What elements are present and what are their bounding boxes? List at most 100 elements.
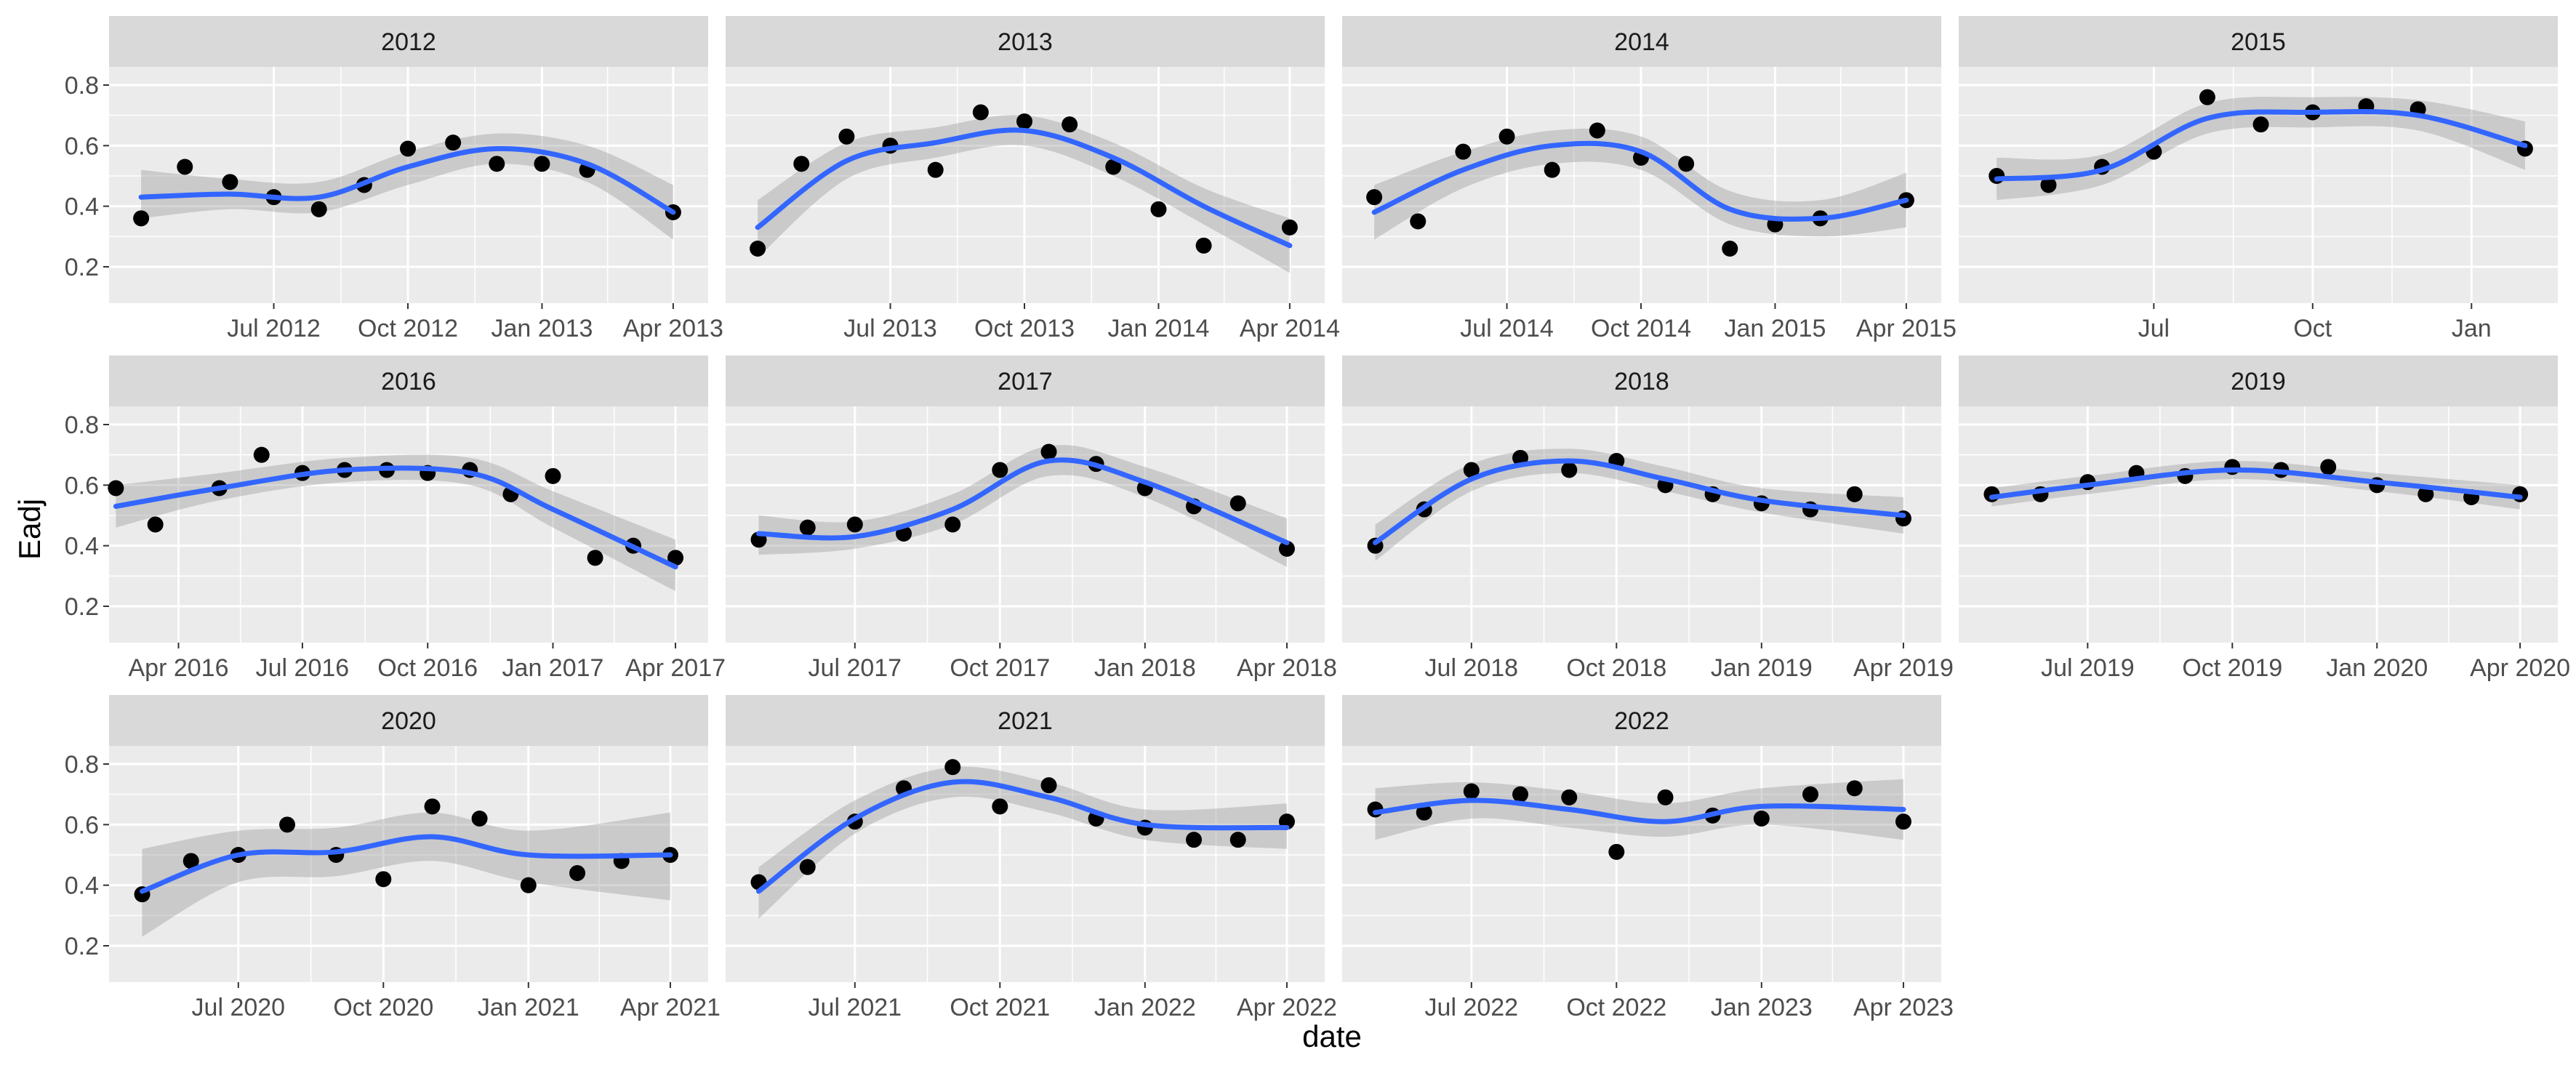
y-tick-label: 0.8: [65, 72, 99, 100]
data-point: [399, 140, 416, 157]
panel-background: [1959, 406, 2558, 643]
x-tick-label: Apr 2013: [623, 315, 723, 342]
data-point: [944, 759, 961, 776]
data-point: [2040, 177, 2057, 193]
smooth-line: [1373, 797, 1906, 824]
data-point: [992, 798, 1008, 815]
x-tick-label: Jul 2020: [192, 994, 286, 1021]
data-point: [1463, 462, 1480, 478]
data-point: [972, 104, 989, 121]
facet-2016: 2016 0.2 0.4 0.6 0.8 Apr 2016 Jul 2016 Oct 2016…: [65, 355, 726, 682]
facet-strip: [1959, 355, 2558, 406]
data-point: [799, 859, 816, 875]
confidence-band: [758, 115, 1290, 273]
facet-strip: [726, 695, 1325, 746]
x-tick-label: Apr 2021: [620, 994, 721, 1021]
data-point: [1512, 786, 1529, 803]
facet-strip-label: 2015: [2231, 28, 2286, 56]
smooth-line: [1994, 108, 2528, 182]
data-point: [1455, 143, 1472, 160]
data-point: [1561, 462, 1578, 478]
data-point: [489, 156, 505, 172]
facet-strip-label: 2016: [381, 368, 436, 395]
data-point: [375, 871, 392, 888]
data-point: [587, 550, 603, 566]
y-tick-label: 0.8: [65, 751, 99, 779]
x-tick-label: Jan 2017: [502, 654, 604, 682]
x-tick-label: Oct 2022: [1566, 994, 1666, 1021]
data-point: [1229, 495, 1246, 512]
y-tick-label: 0.8: [65, 411, 99, 439]
x-tick-label: Oct 2017: [950, 654, 1050, 682]
x-tick-label: Jul 2021: [808, 994, 902, 1021]
data-point: [471, 811, 488, 827]
data-point: [147, 516, 164, 533]
data-point: [1498, 128, 1515, 145]
data-point: [2417, 486, 2434, 502]
x-tick-label: Jul 2014: [1460, 315, 1554, 342]
x-tick-label: Jul 2019: [2041, 654, 2135, 682]
x-tick-label: Oct 2013: [974, 315, 1075, 342]
data-point: [108, 480, 124, 497]
facet-strip-label: 2021: [998, 707, 1053, 735]
y-axis-title: Eadj: [12, 499, 47, 560]
data-point: [1186, 832, 1203, 848]
data-point: [667, 550, 684, 566]
x-tick-label: Jul: [2138, 315, 2170, 342]
facet-strip-label: 2014: [1614, 28, 1669, 56]
data-point: [1062, 116, 1078, 133]
facet-2017: 2017 Jul 2017 Oct 2017 Jan 2018 Apr 2018: [726, 355, 1337, 682]
facet-strip: [726, 16, 1325, 67]
data-point: [1416, 804, 1432, 821]
data-point: [534, 156, 550, 172]
facet-strip: [1959, 16, 2558, 67]
confidence-band: [758, 444, 1287, 567]
data-point: [1589, 122, 1605, 139]
data-point: [1366, 189, 1383, 206]
facet-strip: [1342, 16, 1941, 67]
facet-strip: [1342, 355, 1941, 406]
facet-strip: [109, 695, 708, 746]
data-point: [1608, 843, 1625, 860]
data-point: [445, 134, 462, 151]
data-point: [838, 128, 855, 145]
x-tick-label: Jul 2012: [227, 315, 321, 342]
x-tick-label: Jan 2021: [478, 994, 579, 1021]
data-point: [1195, 237, 1212, 254]
x-tick-label: Oct 2016: [377, 654, 478, 682]
x-tick-label: Apr 2017: [625, 654, 726, 682]
data-point: [2252, 116, 2269, 133]
data-point: [545, 467, 561, 484]
panel-background: [1342, 406, 1941, 643]
facet-strip-label: 2019: [2231, 368, 2286, 395]
data-point: [310, 201, 327, 217]
facet-strip-label: 2022: [1614, 707, 1669, 735]
x-tick-label: Apr 2019: [1853, 654, 1954, 682]
x-tick-label: Jan 2013: [491, 315, 593, 342]
data-point: [1229, 832, 1246, 848]
x-tick-label: Jan 2019: [1711, 654, 1813, 682]
y-tick-label: 0.6: [65, 472, 99, 499]
y-tick-label: 0.2: [65, 593, 99, 621]
smooth-line: [1989, 467, 2523, 500]
facet-2013: 2013 Jul 2013 Oct 2013 Jan 2014 Apr 2014: [726, 16, 1340, 342]
facet-strip: [726, 355, 1325, 406]
facet-strip-label: 2017: [998, 368, 1053, 395]
facet-strip-label: 2018: [1614, 368, 1669, 395]
data-point: [520, 877, 537, 893]
confidence-band: [1375, 779, 1903, 840]
facet-2015: 2015 Jul Oct Jan: [1959, 16, 2558, 342]
x-tick-label: Apr 2018: [1237, 654, 1337, 682]
data-point: [1040, 777, 1057, 794]
data-point: [1410, 213, 1427, 230]
data-point: [1722, 241, 1738, 257]
data-point: [1105, 158, 1122, 175]
x-tick-label: Apr 2016: [129, 654, 229, 682]
smooth-line: [756, 457, 1290, 545]
data-point: [424, 798, 441, 815]
data-point: [1802, 786, 1819, 803]
x-tick-label: Oct: [2293, 315, 2332, 342]
confidence-band: [142, 812, 670, 937]
y-tick-label: 0.2: [65, 933, 99, 960]
x-tick-label: Jan 2022: [1094, 994, 1196, 1021]
